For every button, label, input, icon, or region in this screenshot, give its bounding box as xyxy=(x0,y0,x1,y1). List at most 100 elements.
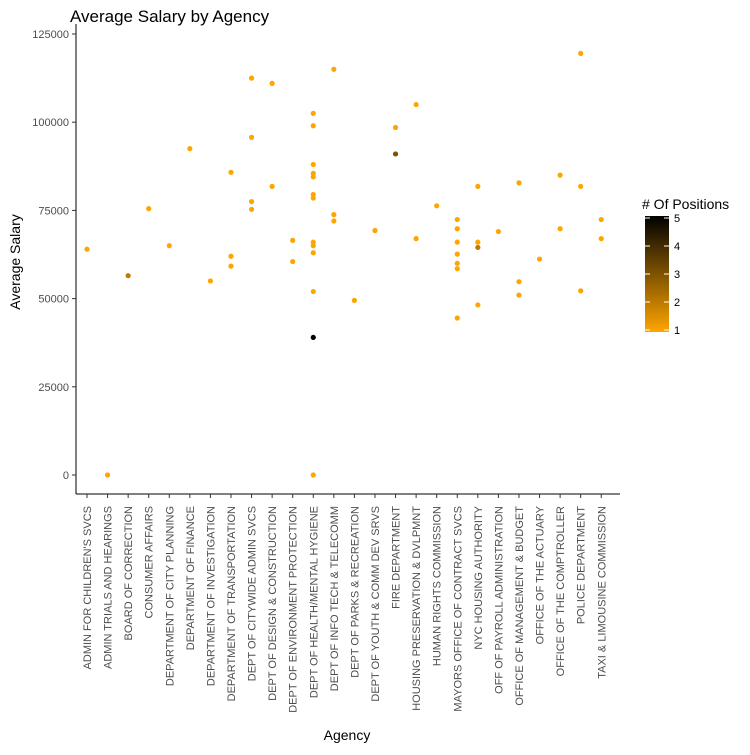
data-point xyxy=(290,258,296,265)
data-point xyxy=(248,134,255,140)
data-point xyxy=(331,212,337,218)
data-point xyxy=(228,253,234,259)
data-point xyxy=(372,227,378,234)
data-point xyxy=(516,279,522,285)
data-point xyxy=(310,110,316,116)
y-axis-title: Average Salary xyxy=(7,214,23,309)
plot-layer: 0 25000 50000 75000 100000 125000 ADMIN FOR CH… xyxy=(32,24,680,713)
x-tick-label: POLICE DEPARTMENT xyxy=(576,506,588,624)
data-point xyxy=(516,292,522,298)
data-point xyxy=(536,256,543,262)
legend-tick-label: 2 xyxy=(674,297,680,309)
data-point xyxy=(310,161,316,168)
x-tick-label: ADMIN TRIALS AND HEARINGS xyxy=(103,506,115,669)
data-point xyxy=(578,183,584,190)
data-point xyxy=(495,228,501,235)
legend-tick-label: 1 xyxy=(674,325,680,337)
data-point xyxy=(578,288,584,294)
data-point xyxy=(269,183,275,190)
data-point xyxy=(310,288,316,295)
data-point xyxy=(84,246,90,252)
x-tick-label: DEPARTMENT OF FINANCE xyxy=(185,506,197,650)
data-point xyxy=(392,151,399,157)
data-point xyxy=(434,203,440,209)
x-tick-label: BOARD OF CORRECTION xyxy=(123,506,135,641)
data-point xyxy=(598,216,604,223)
data-point xyxy=(166,243,172,249)
y-tick-label: 25000 xyxy=(38,382,69,394)
data-point xyxy=(454,216,460,223)
x-tick-label: NYC HOUSING AUTHORITY xyxy=(473,505,485,649)
data-point xyxy=(351,297,358,303)
x-tick-label: OFFICE OF MANAGEMENT & BUDGET xyxy=(514,506,526,706)
data-point xyxy=(331,66,337,72)
data-point xyxy=(269,80,275,86)
legend-tick-label: 4 xyxy=(674,241,680,253)
x-tick-label: DEPT OF PARKS & RECREATION xyxy=(349,506,361,678)
data-point xyxy=(454,315,460,321)
x-tick-label: DEPARTMENT OF INVESTIGATION xyxy=(205,506,217,686)
data-point xyxy=(187,146,193,152)
data-point xyxy=(248,198,255,205)
x-tick-label: DEPARTMENT OF CITY PLANNING xyxy=(164,506,176,686)
data-point xyxy=(557,226,563,232)
data-point xyxy=(557,172,563,178)
data-point xyxy=(125,273,131,279)
data-point xyxy=(248,206,255,212)
data-point xyxy=(413,236,419,242)
data-point xyxy=(310,195,316,201)
data-point xyxy=(310,334,316,341)
data-point xyxy=(146,206,152,212)
x-tick-label: DEPT OF HEALTH/MENTAL HYGIENE xyxy=(308,506,320,698)
y-tick-label: 75000 xyxy=(38,205,69,217)
data-point xyxy=(413,101,419,108)
data-point xyxy=(228,169,234,175)
data-point xyxy=(598,236,604,242)
legend-title: # Of Positions xyxy=(642,196,729,212)
y-tick-label: 100000 xyxy=(32,117,69,129)
data-point xyxy=(290,237,296,243)
x-tick-label: HOUSING PRESERVATION & DVLPMNT xyxy=(411,506,423,711)
data-point xyxy=(392,124,399,131)
x-tick-label: ADMIN FOR CHILDREN'S SVCS xyxy=(82,506,94,669)
data-point xyxy=(104,472,111,478)
data-point xyxy=(228,263,234,269)
x-tick-label: DEPT OF YOUTH & COMM DEV SRVS xyxy=(370,506,382,702)
data-point xyxy=(310,174,316,180)
x-tick-label: OFF OF PAYROLL ADMINISTRATION xyxy=(493,506,505,694)
chart-title: Average Salary by Agency xyxy=(70,7,270,26)
x-tick-label: OFFICE OF THE ACTUARY xyxy=(535,505,547,644)
legend-tick-label: 3 xyxy=(674,269,680,281)
data-point xyxy=(516,180,522,186)
x-axis-title: Agency xyxy=(324,727,371,743)
data-point xyxy=(475,183,481,190)
x-tick-label: HUMAN RIGHTS COMMISSION xyxy=(432,506,444,666)
data-point xyxy=(310,472,316,478)
x-tick-label: CONSUMER AFFAIRS xyxy=(144,506,156,618)
data-point xyxy=(454,266,460,272)
x-tick-label: DEPARTMENT OF TRANSPORTATION xyxy=(226,506,238,701)
data-point xyxy=(310,123,316,129)
data-point xyxy=(310,250,316,256)
data-point xyxy=(248,75,255,81)
data-point xyxy=(578,50,584,57)
x-tick-label: DEPT OF DESIGN & CONSTRUCTION xyxy=(267,506,279,701)
data-point xyxy=(475,239,481,245)
x-tick-label: DEPT OF INFO TECH & TELECOMM xyxy=(329,506,341,691)
x-tick-label: DEPT OF ENVIRONMENT PROTECTION xyxy=(288,506,300,713)
y-tick-label: 0 xyxy=(63,470,69,482)
x-tick-label: TAXI & LIMOUSINE COMMISSION xyxy=(596,506,608,679)
data-point xyxy=(475,244,481,251)
x-tick-label: OFFICE OF THE COMPTROLLER xyxy=(555,506,567,676)
data-point xyxy=(310,243,316,249)
data-point xyxy=(454,226,460,232)
y-tick-label: 125000 xyxy=(32,29,69,41)
x-tick-label: FIRE DEPARTMENT xyxy=(391,506,403,609)
data-point xyxy=(454,239,460,245)
y-tick-label: 50000 xyxy=(38,294,69,306)
legend-tick-label: 5 xyxy=(674,213,680,225)
data-point xyxy=(454,260,460,266)
x-tick-label: MAYORS OFFICE OF CONTRACT SVCS xyxy=(452,506,464,712)
data-point xyxy=(454,251,460,257)
